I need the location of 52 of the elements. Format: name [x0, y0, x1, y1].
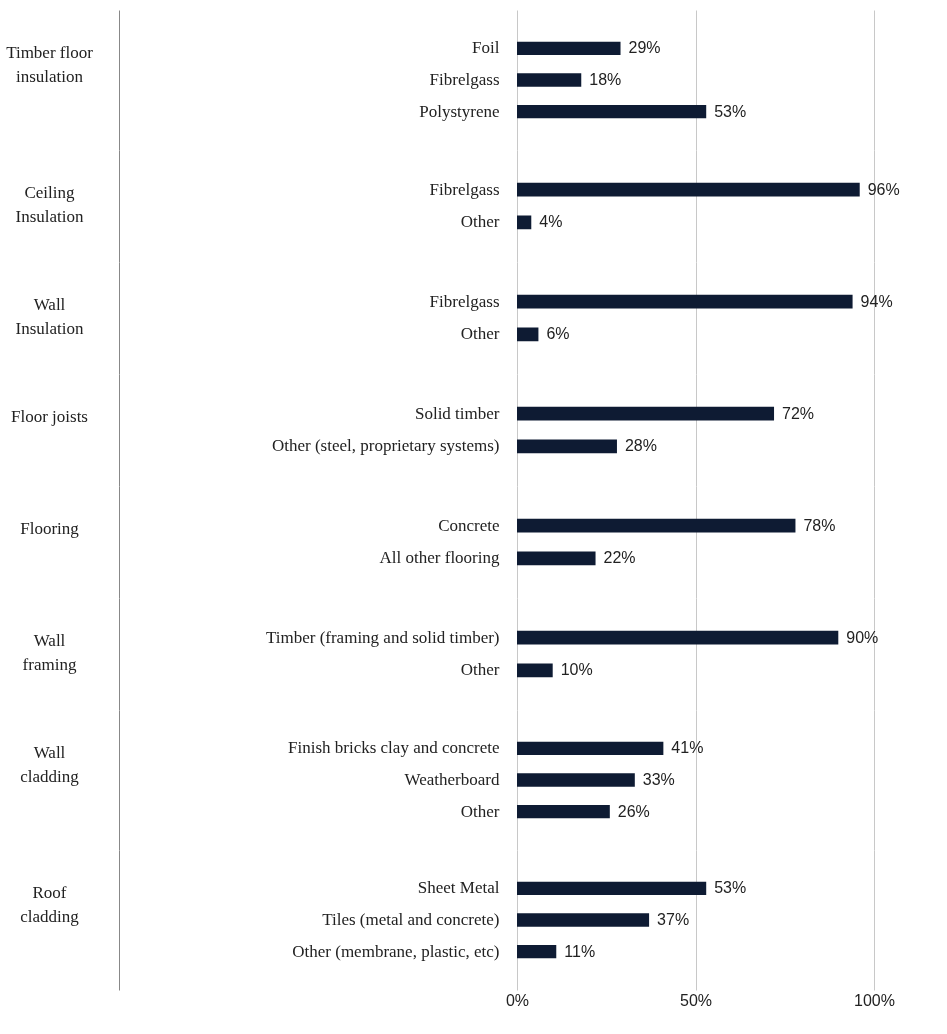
data-label: 28% [624, 437, 657, 455]
data-label: 26% [617, 802, 650, 820]
bar [517, 881, 707, 895]
data-label: 96% [867, 180, 900, 198]
data-label: 22% [603, 549, 636, 567]
bar [517, 945, 557, 959]
y-tick-label: Other [460, 212, 500, 232]
y-axis-title: Timber floor insulation [6, 42, 94, 86]
y-tick-label: Other [460, 801, 500, 821]
x-tick-label: 0% [505, 991, 530, 1009]
data-label: 37% [657, 911, 690, 928]
data-label: 4% [539, 213, 563, 231]
y-tick-label: Foil [472, 38, 500, 58]
y-tick-label: Finish bricks clay and concrete [288, 738, 500, 758]
data-label: 53% [714, 879, 747, 897]
y-axis-title: Wall Insulation [15, 294, 84, 338]
y-tick-label: Other [460, 660, 500, 680]
y-tick-label: Concrete [438, 515, 500, 535]
y-tick-label: Polystyrene [419, 101, 500, 121]
data-label: 78% [803, 516, 836, 534]
y-tick-label: Fibrelgass [429, 179, 500, 199]
y-axis-title: Wall cladding [20, 742, 80, 786]
x-tick-label: 50% [679, 991, 713, 1009]
y-tick-label: Other (membrane, plastic, etc) [292, 941, 500, 961]
y-tick-label: Other (steel, proprietary systems) [271, 436, 500, 456]
y-tick-label: Sheet Metal [417, 878, 500, 898]
y-tick-label: Fibrelgass [429, 70, 500, 89]
data-label: 90% [846, 628, 879, 646]
data-label: 10% [560, 661, 593, 679]
data-label: 41% [671, 739, 704, 757]
data-label: 94% [860, 292, 893, 310]
y-axis-title: Ceiling Insulation [15, 182, 84, 226]
y-tick-label: Other [460, 324, 500, 344]
y-axis-title: Flooring [20, 518, 80, 538]
data-label: 29% [628, 39, 661, 57]
y-tick-label: Timber (framing and solid timber) [265, 627, 500, 647]
x-tick-label: 100% [854, 991, 895, 1009]
data-label: 53% [714, 102, 747, 120]
y-tick-label: Tiles (metal and concrete) [322, 910, 500, 929]
y-tick-label: Solid timber [414, 403, 500, 423]
y-tick-label: Fibrelgass [429, 291, 500, 311]
data-label: 72% [782, 404, 815, 422]
y-tick-label: All other flooring [379, 548, 500, 568]
bar [517, 913, 650, 927]
y-axis-title: Roof cladding [20, 882, 80, 926]
y-tick-label: Weatherboard [404, 770, 500, 789]
data-label: 11% [564, 942, 596, 960]
data-label: 18% [589, 71, 622, 88]
data-label: 33% [642, 771, 675, 788]
data-label: 6% [546, 325, 570, 343]
y-axis-title: Floor joists [11, 406, 88, 426]
y-axis-title: Wall framing [22, 630, 77, 674]
